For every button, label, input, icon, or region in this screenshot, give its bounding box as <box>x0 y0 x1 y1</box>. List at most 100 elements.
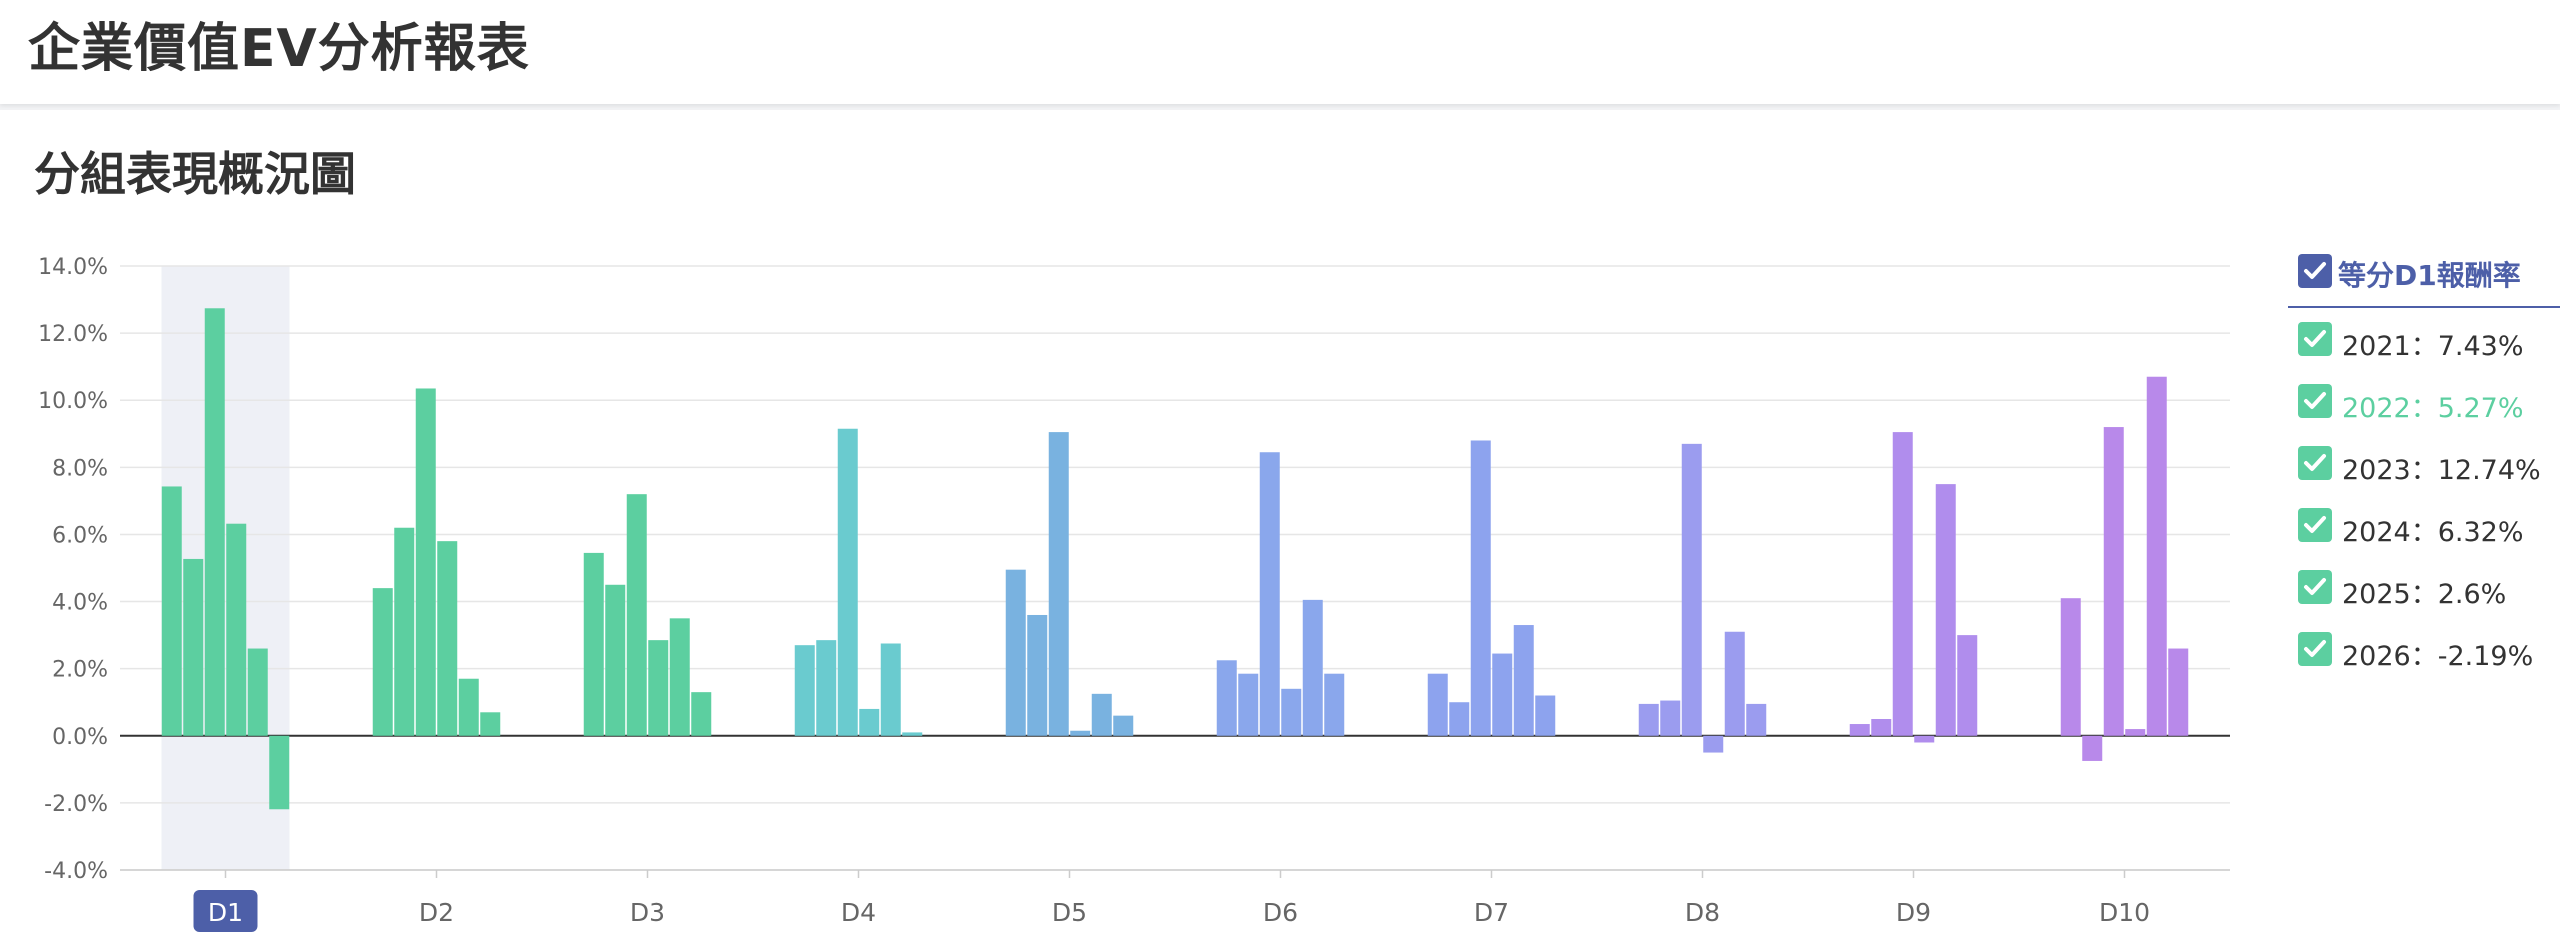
card-title: 分組表現概況圖 <box>34 147 356 201</box>
bar <box>183 558 204 736</box>
bar <box>1281 688 1302 736</box>
legend-item[interactable]: 2024：6.32% <box>2288 494 2560 556</box>
bar <box>1113 715 1134 736</box>
bar <box>415 388 436 736</box>
bar <box>161 486 182 736</box>
bar <box>1535 695 1556 736</box>
bar <box>1302 599 1323 736</box>
bar <box>794 645 815 736</box>
y-tick-label: 0.0% <box>52 725 108 750</box>
bar <box>1027 614 1048 736</box>
x-category-label[interactable]: D4 <box>841 898 876 927</box>
bar <box>269 735 290 810</box>
bar <box>648 640 669 736</box>
bar <box>226 523 247 736</box>
legend-item[interactable]: 2021：7.43% <box>2288 308 2560 370</box>
bar <box>1216 660 1237 736</box>
legend-item[interactable]: 2026：-2.19% <box>2288 618 2560 680</box>
bar <box>1724 631 1745 736</box>
selected-category-band <box>161 266 290 870</box>
checkbox-checked-icon[interactable] <box>2298 322 2332 356</box>
bar <box>691 692 712 736</box>
legend-item[interactable]: 2025：2.6% <box>2288 556 2560 618</box>
x-category-label[interactable]: D8 <box>1685 898 1720 927</box>
bar <box>1746 703 1767 736</box>
y-tick-label: 2.0% <box>52 658 108 683</box>
bar <box>816 640 837 736</box>
bar <box>902 732 923 736</box>
checkbox-checked-icon[interactable] <box>2298 632 2332 666</box>
bar <box>880 643 901 736</box>
bar <box>247 648 268 736</box>
bar <box>204 308 225 736</box>
bar <box>1849 724 1870 736</box>
bar <box>1091 693 1112 736</box>
checkbox-checked-icon[interactable] <box>2298 508 2332 542</box>
bar <box>605 584 626 736</box>
bar <box>2082 735 2103 761</box>
x-category-label[interactable]: D2 <box>419 898 454 927</box>
bar <box>1048 432 1069 736</box>
bar <box>1892 432 1913 736</box>
bar <box>1638 703 1659 736</box>
bar <box>2125 729 2146 736</box>
legend-item-label: 2022：5.27% <box>2342 393 2524 424</box>
bar <box>1449 702 1470 736</box>
bar <box>669 618 690 736</box>
bar <box>394 527 415 736</box>
bar <box>1492 653 1513 736</box>
page-title: 企業價值EV分析報表 <box>28 19 530 79</box>
bar <box>1005 569 1026 736</box>
bar <box>2146 376 2167 736</box>
bar <box>859 708 880 736</box>
bar <box>1681 443 1702 736</box>
bar <box>1070 730 1091 736</box>
bar <box>626 494 647 736</box>
legend-item[interactable]: 2022：5.27% <box>2288 370 2560 432</box>
bar <box>437 541 458 736</box>
x-category-label[interactable]: D10 <box>2099 898 2150 927</box>
bar <box>1914 735 1935 743</box>
bar <box>1935 484 1956 736</box>
checkbox-checked-icon[interactable] <box>2298 254 2332 288</box>
x-category-label[interactable]: D3 <box>630 898 665 927</box>
bar <box>1871 719 1892 736</box>
legend-header-label: 等分D1報酬率 <box>2338 259 2521 292</box>
bar <box>1513 625 1534 736</box>
legend-item[interactable]: 2023：12.74% <box>2288 432 2560 494</box>
bar <box>480 712 501 736</box>
bar <box>2060 598 2081 736</box>
bar <box>1660 700 1681 736</box>
legend-item-label: 2024：6.32% <box>2342 517 2524 548</box>
x-category-label[interactable]: D1 <box>208 898 243 927</box>
bar <box>2168 648 2189 736</box>
x-category-label[interactable]: D6 <box>1263 898 1298 927</box>
bar <box>1259 452 1280 736</box>
bar <box>583 552 604 736</box>
legend-item-label: 2021：7.43% <box>2342 331 2524 362</box>
bar <box>1470 440 1491 736</box>
bar <box>1238 673 1259 736</box>
legend-header-toggle[interactable]: 等分D1報酬率 <box>2288 250 2560 308</box>
legend-item-label: 2025：2.6% <box>2342 579 2507 610</box>
chart-legend: 等分D1報酬率 2021：7.43% 2022：5.27% 2023：12.74% 2… <box>2288 250 2560 680</box>
y-tick-label: 6.0% <box>52 523 108 548</box>
bar <box>372 588 393 736</box>
bar <box>1957 635 1978 736</box>
x-category-label[interactable]: D9 <box>1896 898 1931 927</box>
grouped-bar-chart: 14.0% 12.0% 10.0% 8.0% 6.0% 4.0% 2.0% 0.0% -2.0%… <box>38 255 2230 932</box>
y-tick-label: 14.0% <box>38 255 108 280</box>
selected-category-pill[interactable] <box>193 890 258 932</box>
y-tick-label: 8.0% <box>52 456 108 481</box>
legend-item-label: 2026：-2.19% <box>2342 641 2534 672</box>
bar <box>1703 735 1724 753</box>
checkbox-checked-icon[interactable] <box>2298 384 2332 418</box>
bar <box>837 428 858 736</box>
checkbox-checked-icon[interactable] <box>2298 446 2332 480</box>
y-tick-label: 4.0% <box>52 591 108 616</box>
x-category-label[interactable]: D7 <box>1474 898 1509 927</box>
checkbox-checked-icon[interactable] <box>2298 570 2332 604</box>
page-header: 企業價值EV分析報表 <box>0 0 2560 104</box>
x-category-label[interactable]: D5 <box>1052 898 1087 927</box>
bar <box>1427 673 1448 736</box>
